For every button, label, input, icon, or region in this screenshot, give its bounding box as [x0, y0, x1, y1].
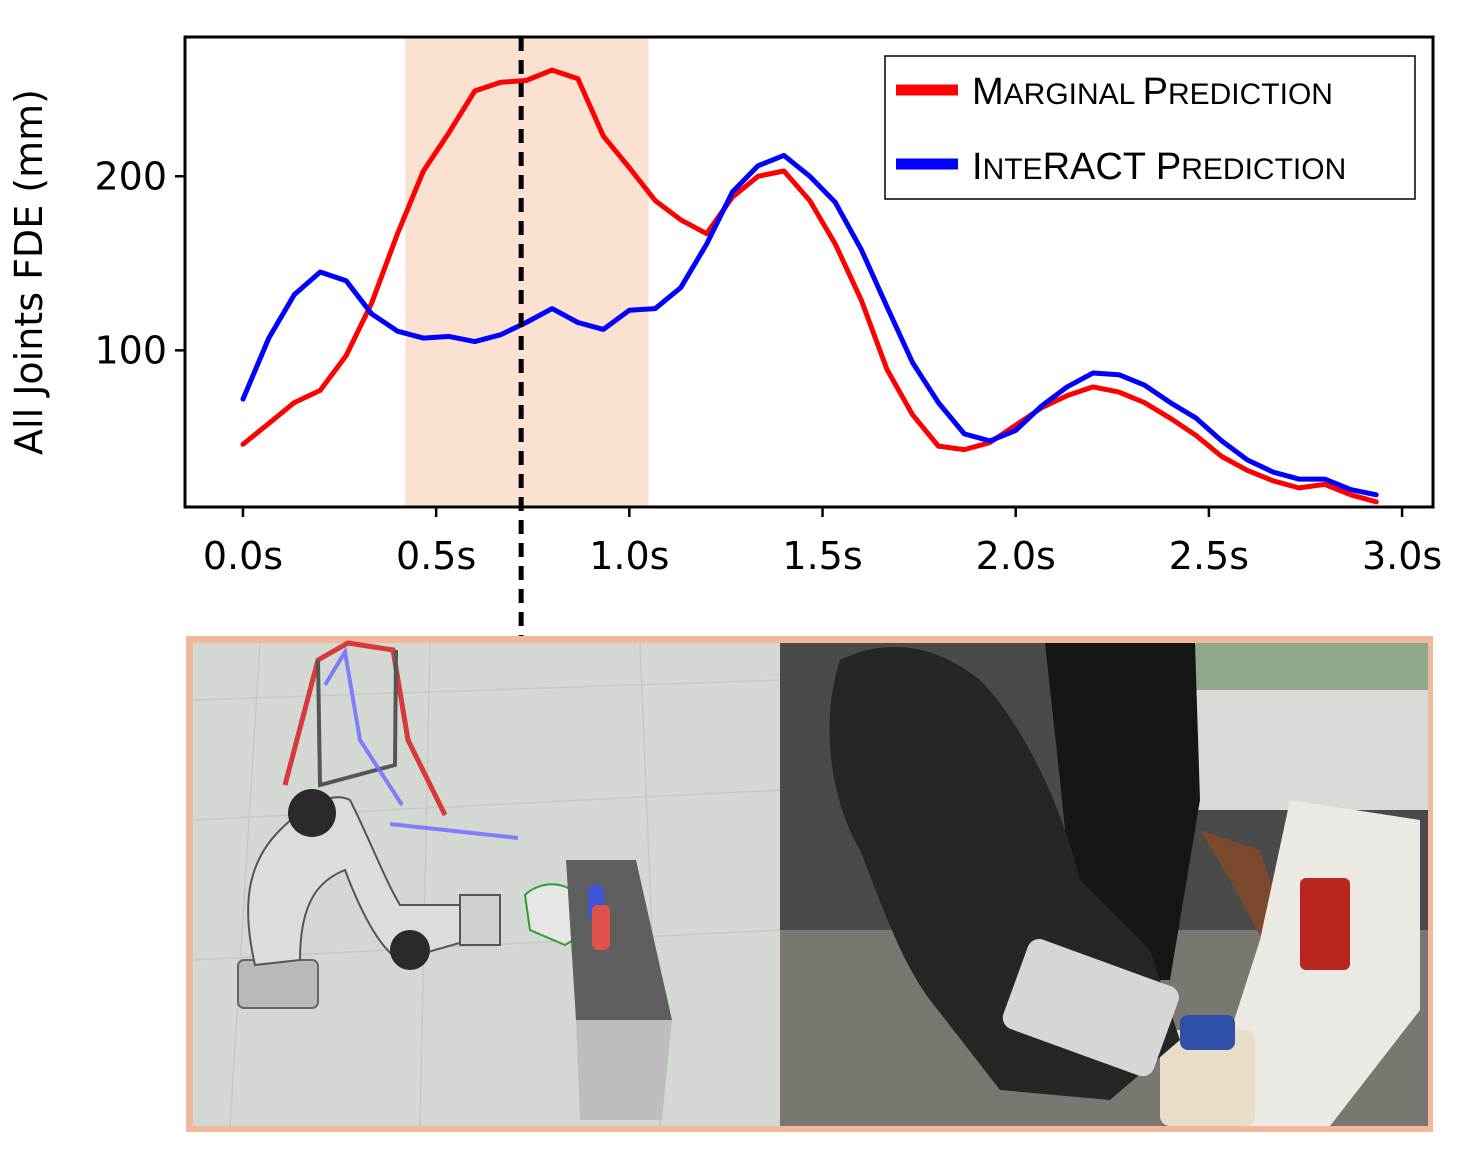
photo-red-jar [1300, 878, 1350, 970]
y-tick-label: 200 [94, 154, 167, 198]
photo-bottle-cap [1180, 1015, 1235, 1050]
plot-frame [183, 35, 1435, 509]
human-skeleton-blue-arm [323, 646, 404, 807]
x-tick-label: 1.0s [589, 534, 669, 578]
legend-label-interact: INTERACT PREDICTION [972, 146, 1346, 188]
sim-robot-arm [237, 789, 501, 1009]
photo-bottle [1160, 1030, 1255, 1126]
x-tick-label: 0.0s [203, 534, 283, 578]
legend-label-marginal: MARGINAL PREDICTION [972, 71, 1333, 113]
series-layer [240, 67, 1379, 505]
photo-view [780, 643, 1428, 1126]
sim-object-red [592, 905, 610, 950]
y-axis-label: All Joints FDE (mm) [7, 89, 51, 455]
y-axis-ticks: 100 200 [94, 154, 185, 372]
series-line-interact-prediction [240, 152, 1379, 498]
photo-wall [1180, 690, 1428, 810]
x-tick-label: 2.0s [976, 534, 1056, 578]
x-tick-label: 2.5s [1169, 534, 1249, 578]
y-tick-label: 100 [94, 328, 167, 372]
human-skeleton-blue-hand [389, 822, 519, 840]
x-tick-label: 3.0s [1362, 534, 1442, 578]
x-tick-label: 1.5s [782, 534, 862, 578]
highlight-band [405, 37, 649, 507]
image-panel [186, 636, 1433, 1132]
human-skeleton-red [282, 640, 448, 817]
x-tick-label: 0.5s [396, 534, 476, 578]
photo-robot-gripper [1002, 939, 1179, 1077]
legend-box [884, 55, 1416, 200]
simulation-view [192, 640, 781, 1127]
legend: MARGINAL PREDICTION INTERACT PREDICTION [884, 55, 1416, 200]
human-skeleton-gray [316, 649, 398, 788]
x-axis-ticks: 0.0s 0.5s 1.0s 1.5s 2.0s 2.5s 3.0s [203, 507, 1442, 578]
series-line-marginal-prediction [240, 67, 1379, 505]
photo-window [1180, 643, 1428, 693]
